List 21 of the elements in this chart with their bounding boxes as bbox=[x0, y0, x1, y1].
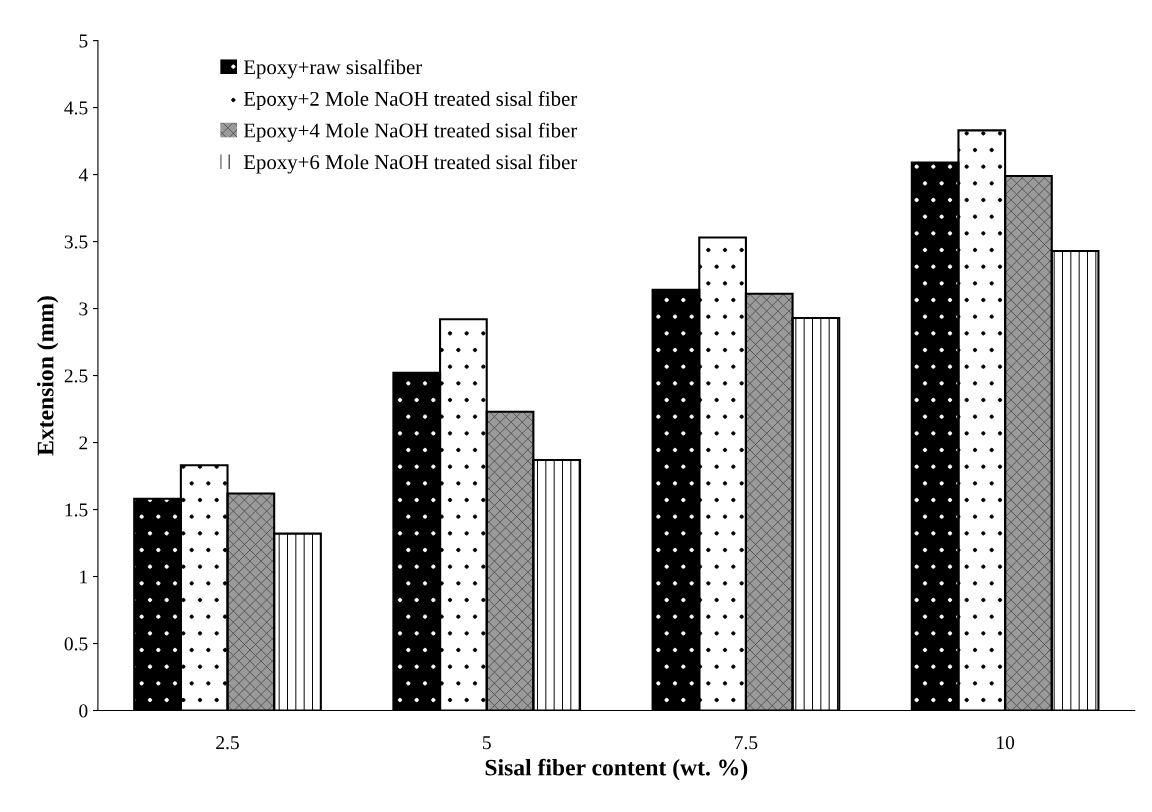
y-tick-label: 4.5 bbox=[64, 101, 88, 115]
y-tick-label: 3 bbox=[79, 302, 88, 316]
x-tick-label: 5 bbox=[482, 736, 491, 750]
y-tick-label: 1.5 bbox=[65, 503, 88, 517]
legend-label: Epoxy+4 Mole NaOH treated sisal fiber bbox=[243, 122, 578, 142]
y-tick-label: 3.5 bbox=[64, 235, 88, 249]
y-tick-label: 1 bbox=[80, 570, 88, 584]
y-tick-label: 2 bbox=[79, 436, 88, 450]
y-axis-title: Extension (mm) bbox=[36, 296, 59, 456]
y-tick-label: 5 bbox=[79, 34, 88, 48]
x-tick-label: 10 bbox=[997, 736, 1015, 750]
legend-label: Epoxy+6 Mole NaOH treated sisal fiber bbox=[243, 154, 578, 174]
x-axis-title: Sisal fiber content (wt. %) bbox=[485, 758, 748, 781]
y-tick-label: 4 bbox=[78, 168, 88, 182]
x-tick-label: 2.5 bbox=[216, 736, 239, 750]
y-tick-label: 0.5 bbox=[64, 637, 88, 651]
x-tick-label: 7.5 bbox=[735, 736, 758, 750]
legend-label: Epoxy+2 Mole NaOH treated sisal fiber bbox=[243, 91, 578, 111]
y-tick-label: 2.5 bbox=[64, 369, 88, 383]
legend-label: Epoxy+raw sisalfiber bbox=[243, 59, 423, 79]
y-tick-label: 0 bbox=[79, 704, 88, 718]
